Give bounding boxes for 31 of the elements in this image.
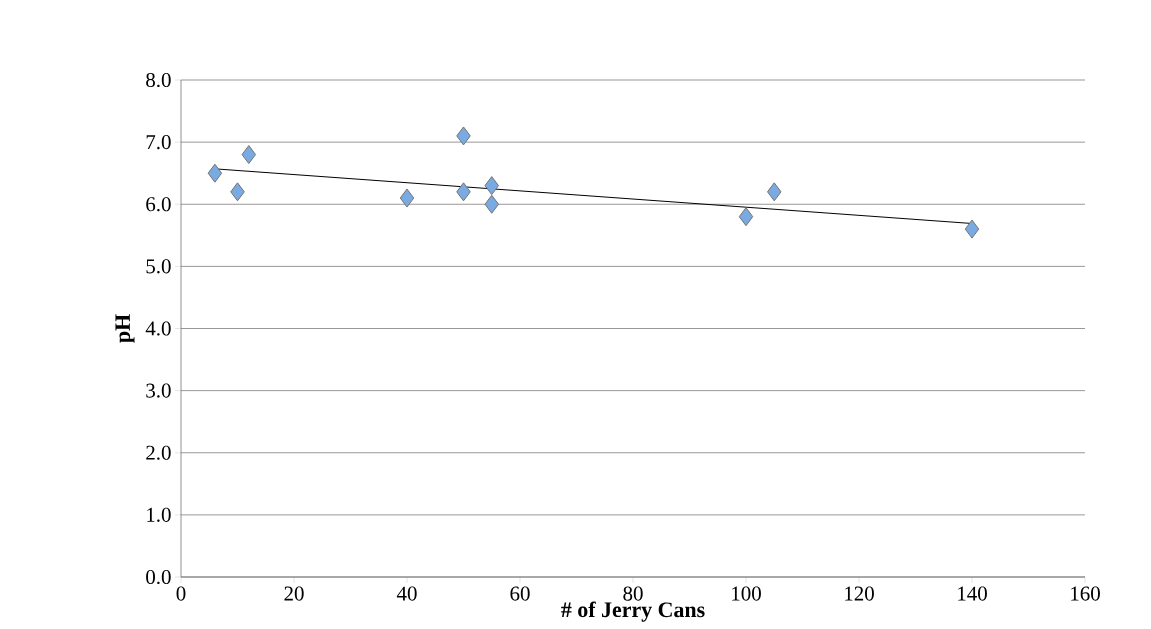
point	[456, 126, 471, 146]
point	[230, 182, 245, 202]
y-tick-label: 1.0	[147, 507, 171, 522]
point	[767, 182, 782, 202]
point	[241, 145, 257, 165]
y-tick-label: 4.0	[145, 321, 171, 336]
point	[456, 182, 471, 202]
y-tick-label: 6.0	[146, 197, 171, 212]
y-tick-label: 8.0	[146, 72, 171, 88]
x-tick-label: 120	[845, 586, 874, 601]
point	[207, 163, 223, 183]
y-tick-label: 3.0	[146, 383, 171, 398]
x-tick-label: 40	[396, 586, 417, 601]
y-axis-title: pH	[115, 314, 135, 343]
x-tick-label: 100	[732, 586, 761, 601]
y-tick-label: 2.0	[146, 445, 171, 460]
point	[738, 207, 754, 227]
x-axis-title: # of Jerry Cans	[561, 601, 705, 622]
y-tick-label: 0.0	[146, 569, 171, 585]
x-tick-label: 60	[510, 586, 530, 601]
x-tick-label: 140	[958, 586, 987, 601]
x-tick-label: 80	[623, 586, 643, 601]
x-tick-label: 160	[1071, 586, 1100, 601]
point	[484, 176, 499, 196]
point	[484, 194, 499, 214]
x-tick-label: 20	[284, 586, 304, 601]
point	[964, 219, 980, 239]
y-tick-label: 7.0	[146, 135, 171, 150]
point	[399, 188, 415, 208]
x-tick-label: 0	[176, 586, 186, 601]
y-tick-label: 5.0	[146, 259, 171, 274]
